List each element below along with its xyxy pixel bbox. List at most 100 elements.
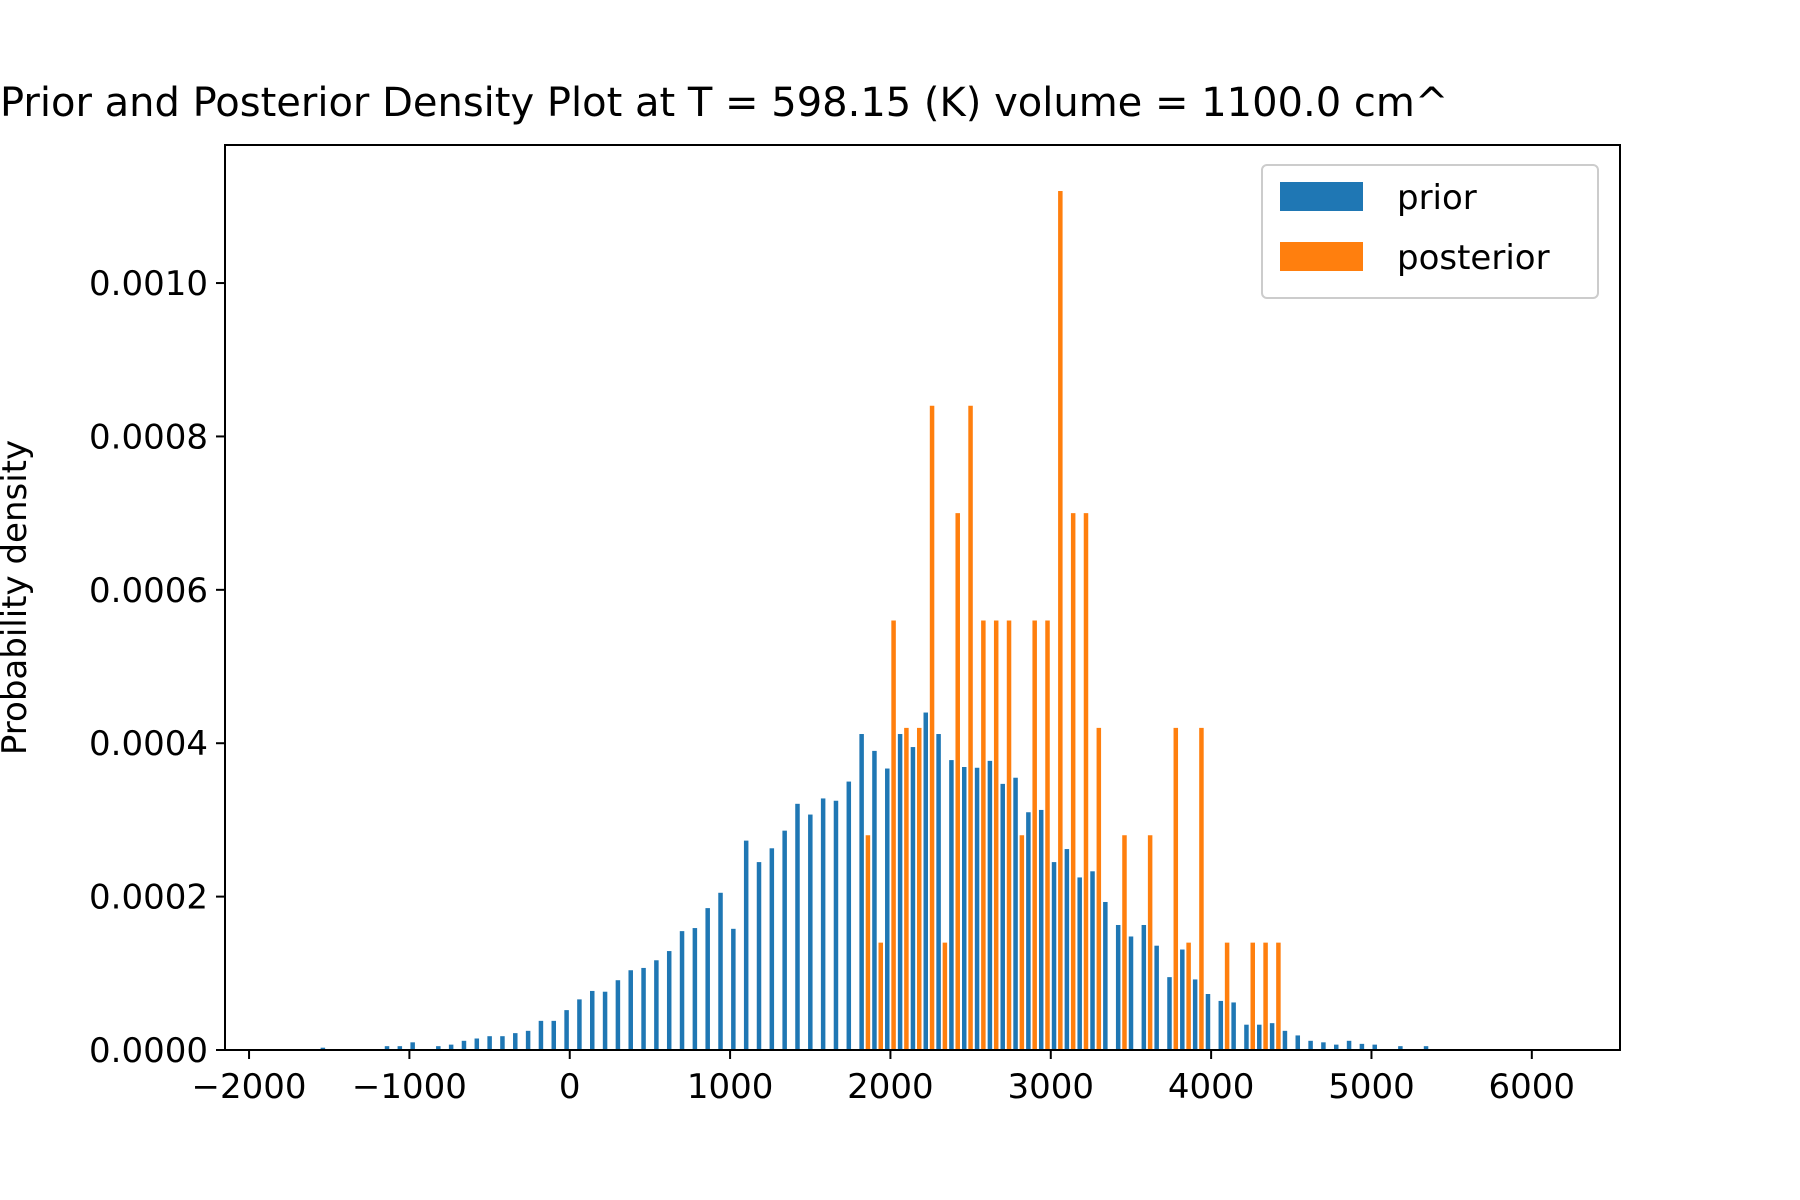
prior-bar	[949, 760, 954, 1050]
prior-bar	[1372, 1044, 1377, 1050]
posterior-bar	[1250, 942, 1255, 1050]
x-tick-label: 6000	[1489, 1067, 1576, 1107]
posterior-bar	[1199, 727, 1204, 1050]
prior-bar	[833, 800, 839, 1050]
prior-bar	[731, 928, 736, 1050]
x-tick-label: 4000	[1168, 1067, 1255, 1107]
legend-swatch-posterior	[1280, 242, 1363, 271]
prior-bar	[1346, 1040, 1352, 1050]
prior-bar	[679, 931, 685, 1050]
posterior-bar	[878, 942, 883, 1050]
posterior-bar	[1083, 513, 1089, 1050]
prior-bar	[410, 1042, 415, 1050]
prior-bar	[1090, 871, 1095, 1050]
prior-bar	[436, 1046, 441, 1050]
posterior-bar	[1006, 620, 1012, 1050]
prior-bar	[615, 980, 621, 1050]
legend-swatch-prior	[1280, 182, 1363, 211]
prior-bar	[795, 803, 800, 1050]
prior-bar	[1167, 977, 1172, 1050]
y-tick-label: 0.0010	[89, 264, 208, 304]
prior-bar	[962, 767, 967, 1050]
x-tick-label: 2000	[847, 1067, 934, 1107]
prior-bar	[1038, 809, 1044, 1050]
prior-bar	[1295, 1035, 1301, 1050]
prior-bar	[1128, 936, 1134, 1050]
prior-bar	[577, 999, 582, 1050]
chart-title: Prior and Posterior Density Plot at T = …	[0, 80, 1448, 126]
bars-layer	[320, 191, 1429, 1050]
prior-bar	[1115, 924, 1121, 1050]
prior-bar	[1398, 1046, 1403, 1050]
y-tick-label: 0.0004	[89, 724, 208, 764]
prior-bar	[1359, 1043, 1365, 1050]
prior-bar	[987, 760, 993, 1050]
prior-bar	[320, 1047, 326, 1050]
posterior-bar	[1147, 835, 1153, 1050]
prior-bar	[602, 991, 608, 1050]
posterior-bar	[1186, 942, 1191, 1050]
prior-bar	[923, 712, 929, 1050]
prior-bar	[1026, 812, 1031, 1050]
prior-bar	[564, 1010, 569, 1050]
legend: prior posterior	[1261, 164, 1599, 299]
y-tick-label: 0.0006	[89, 571, 208, 611]
posterior-bar	[968, 405, 973, 1050]
posterior-bar	[955, 513, 960, 1050]
prior-bar	[756, 862, 762, 1050]
posterior-bar	[1070, 513, 1076, 1050]
posterior-bar	[929, 405, 935, 1050]
prior-bar	[1231, 1002, 1236, 1050]
prior-bar	[692, 928, 698, 1050]
posterior-bar	[1122, 835, 1127, 1050]
posterior-bar	[942, 942, 948, 1050]
y-tick-label: 0.0002	[89, 878, 208, 918]
plot-frame	[224, 144, 1621, 1051]
prior-bar	[551, 1020, 557, 1050]
prior-bar	[487, 1036, 492, 1050]
x-tick-label: 0	[559, 1067, 581, 1107]
prior-bar	[1180, 949, 1185, 1050]
prior-bar	[846, 781, 852, 1050]
y-axis-title: Probability density	[0, 440, 35, 755]
prior-bar	[1077, 877, 1082, 1050]
x-tick-label: 3000	[1008, 1067, 1095, 1107]
legend-label-prior: prior	[1397, 178, 1477, 218]
posterior-bar	[916, 727, 922, 1050]
posterior-bar	[891, 620, 896, 1050]
prior-bar	[500, 1036, 505, 1050]
posterior-bar	[1173, 727, 1179, 1050]
x-tick-label: 1000	[687, 1067, 774, 1107]
prior-bar	[769, 848, 775, 1050]
prior-bar	[885, 768, 890, 1050]
prior-bar	[808, 814, 813, 1050]
prior-bar	[1000, 783, 1005, 1050]
prior-bar	[590, 990, 595, 1050]
prior-bar	[538, 1020, 544, 1050]
prior-bar	[1321, 1042, 1326, 1050]
prior-bar	[1013, 777, 1018, 1050]
prior-bar	[1244, 1024, 1249, 1050]
prior-bar	[448, 1044, 454, 1050]
prior-bar	[474, 1038, 480, 1050]
posterior-bar	[904, 727, 909, 1050]
prior-bar	[513, 1033, 518, 1050]
prior-bar	[782, 830, 787, 1050]
posterior-bar	[865, 835, 871, 1050]
y-tick-label: 0.0008	[89, 417, 208, 457]
prior-bar	[1269, 1023, 1275, 1050]
x-tick-label: −2000	[192, 1067, 307, 1107]
prior-bar	[743, 840, 749, 1050]
prior-bar	[461, 1040, 467, 1050]
prior-bar	[936, 734, 941, 1050]
prior-bar	[1051, 862, 1057, 1050]
prior-bar	[1064, 849, 1070, 1050]
posterior-bar	[1096, 727, 1102, 1050]
prior-bar	[666, 951, 672, 1050]
posterior-bar	[993, 620, 999, 1050]
posterior-bar	[1263, 942, 1268, 1050]
posterior-bar	[1019, 835, 1025, 1050]
x-tick-label: 5000	[1328, 1067, 1415, 1107]
y-tick-label: 0.0000	[89, 1031, 208, 1071]
